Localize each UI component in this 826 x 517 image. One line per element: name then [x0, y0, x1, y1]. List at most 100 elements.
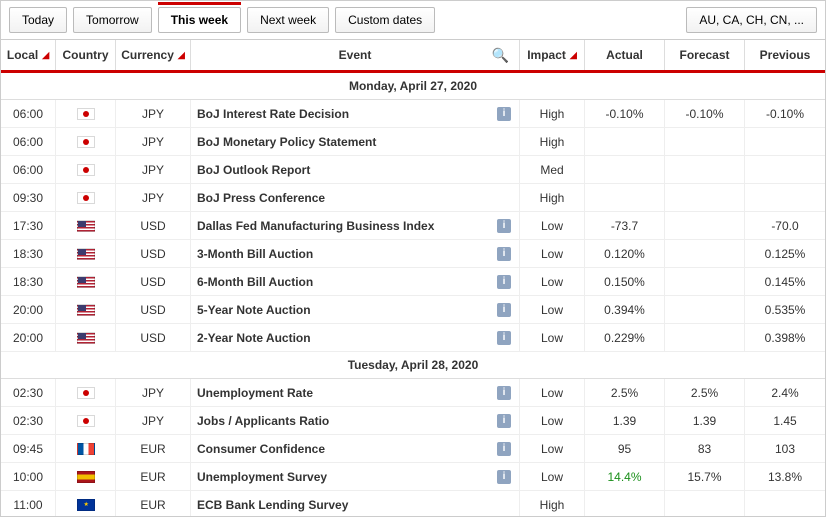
- header-previous[interactable]: Previous: [745, 40, 825, 70]
- info-icon[interactable]: i: [497, 107, 511, 121]
- cell-currency: USD: [116, 212, 191, 239]
- table-row[interactable]: 02:30JPYJobs / Applicants RatioiLow1.391…: [1, 407, 825, 435]
- header-event[interactable]: Event🔍: [191, 40, 520, 70]
- cell-event: Dallas Fed Manufacturing Business Indexi: [191, 212, 520, 239]
- cell-impact: Low: [520, 240, 585, 267]
- cell-forecast: -0.10%: [665, 100, 745, 127]
- cell-impact: Low: [520, 324, 585, 351]
- flag-icon: [77, 471, 95, 483]
- flag-icon: [77, 276, 95, 288]
- cell-country: [56, 407, 116, 434]
- header-impact[interactable]: Impact◢: [520, 40, 585, 70]
- table-row[interactable]: 18:30USD6-Month Bill AuctioniLow0.150%0.…: [1, 268, 825, 296]
- cell-time: 18:30: [1, 240, 56, 267]
- tomorrow-button[interactable]: Tomorrow: [73, 7, 152, 33]
- cell-country: [56, 240, 116, 267]
- table-row[interactable]: 06:00JPYBoJ Outlook ReportMed: [1, 156, 825, 184]
- cell-event: Unemployment Surveyi: [191, 463, 520, 490]
- header-local[interactable]: Local◢: [1, 40, 56, 70]
- cell-time: 06:00: [1, 156, 56, 183]
- table-row[interactable]: 11:00EURECB Bank Lending SurveyHigh: [1, 491, 825, 517]
- cell-time: 02:30: [1, 379, 56, 406]
- cell-event: Unemployment Ratei: [191, 379, 520, 406]
- cell-forecast: 2.5%: [665, 379, 745, 406]
- header-currency[interactable]: Currency◢: [116, 40, 191, 70]
- cell-country: [56, 100, 116, 127]
- flag-icon: [77, 220, 95, 232]
- cell-previous: 0.145%: [745, 268, 825, 295]
- cell-country: [56, 156, 116, 183]
- info-icon[interactable]: i: [497, 386, 511, 400]
- cell-previous: 1.45: [745, 407, 825, 434]
- sort-icon: ◢: [42, 50, 49, 61]
- cell-actual: [585, 128, 665, 155]
- table-row[interactable]: 06:00JPYBoJ Monetary Policy StatementHig…: [1, 128, 825, 156]
- cell-actual: 1.39: [585, 407, 665, 434]
- cell-currency: EUR: [116, 435, 191, 462]
- cell-currency: JPY: [116, 407, 191, 434]
- info-icon[interactable]: i: [497, 470, 511, 484]
- cell-country: [56, 212, 116, 239]
- sort-icon: ◢: [570, 50, 577, 61]
- cell-impact: Med: [520, 156, 585, 183]
- cell-currency: EUR: [116, 491, 191, 517]
- info-icon[interactable]: i: [497, 219, 511, 233]
- info-icon[interactable]: i: [497, 331, 511, 345]
- cell-currency: USD: [116, 324, 191, 351]
- cell-currency: JPY: [116, 184, 191, 211]
- cell-event: 6-Month Bill Auctioni: [191, 268, 520, 295]
- cell-actual: 0.150%: [585, 268, 665, 295]
- cell-forecast: [665, 324, 745, 351]
- cell-time: 09:45: [1, 435, 56, 462]
- cell-previous: [745, 491, 825, 517]
- cell-event: BoJ Monetary Policy Statement: [191, 128, 520, 155]
- header-actual[interactable]: Actual: [585, 40, 665, 70]
- cell-forecast: 83: [665, 435, 745, 462]
- table-row[interactable]: 02:30JPYUnemployment RateiLow2.5%2.5%2.4…: [1, 379, 825, 407]
- table-row[interactable]: 10:00EURUnemployment SurveyiLow14.4%15.7…: [1, 463, 825, 491]
- cell-actual: 2.5%: [585, 379, 665, 406]
- table-row[interactable]: 06:00JPYBoJ Interest Rate DecisioniHigh-…: [1, 100, 825, 128]
- table-row[interactable]: 20:00USD2-Year Note AuctioniLow0.229%0.3…: [1, 324, 825, 352]
- cell-country: [56, 268, 116, 295]
- cell-country: [56, 379, 116, 406]
- country-filter-button[interactable]: AU, CA, CH, CN, ...: [686, 7, 817, 33]
- thisweek-button[interactable]: This week: [158, 7, 241, 33]
- info-icon[interactable]: i: [497, 275, 511, 289]
- cell-previous: -0.10%: [745, 100, 825, 127]
- header-forecast[interactable]: Forecast: [665, 40, 745, 70]
- table-header: Local◢ Country Currency◢ Event🔍 Impact◢ …: [1, 40, 825, 73]
- table-row[interactable]: 20:00USD5-Year Note AuctioniLow0.394%0.5…: [1, 296, 825, 324]
- cell-event: 3-Month Bill Auctioni: [191, 240, 520, 267]
- cell-previous: [745, 128, 825, 155]
- cell-event: Jobs / Applicants Ratioi: [191, 407, 520, 434]
- nextweek-button[interactable]: Next week: [247, 7, 329, 33]
- info-icon[interactable]: i: [497, 442, 511, 456]
- cell-previous: [745, 184, 825, 211]
- cell-forecast: [665, 212, 745, 239]
- info-icon[interactable]: i: [497, 247, 511, 261]
- cell-currency: JPY: [116, 128, 191, 155]
- today-button[interactable]: Today: [9, 7, 67, 33]
- cell-event: ECB Bank Lending Survey: [191, 491, 520, 517]
- customdates-button[interactable]: Custom dates: [335, 7, 435, 33]
- search-icon[interactable]: 🔍: [492, 47, 509, 64]
- table-row[interactable]: 09:30JPYBoJ Press ConferenceHigh: [1, 184, 825, 212]
- cell-currency: JPY: [116, 379, 191, 406]
- info-icon[interactable]: i: [497, 414, 511, 428]
- info-icon[interactable]: i: [497, 303, 511, 317]
- table-row[interactable]: 18:30USD3-Month Bill AuctioniLow0.120%0.…: [1, 240, 825, 268]
- cell-impact: High: [520, 184, 585, 211]
- cell-impact: Low: [520, 463, 585, 490]
- table-row[interactable]: 17:30USDDallas Fed Manufacturing Busines…: [1, 212, 825, 240]
- cell-event: BoJ Press Conference: [191, 184, 520, 211]
- cell-impact: Low: [520, 296, 585, 323]
- flag-icon: [77, 304, 95, 316]
- calendar-widget: Today Tomorrow This week Next week Custo…: [0, 0, 826, 517]
- cell-impact: High: [520, 100, 585, 127]
- header-country[interactable]: Country: [56, 40, 116, 70]
- table-row[interactable]: 09:45EURConsumer ConfidenceiLow9583103: [1, 435, 825, 463]
- cell-country: [56, 435, 116, 462]
- flag-icon: [77, 443, 95, 455]
- flag-icon: [77, 332, 95, 344]
